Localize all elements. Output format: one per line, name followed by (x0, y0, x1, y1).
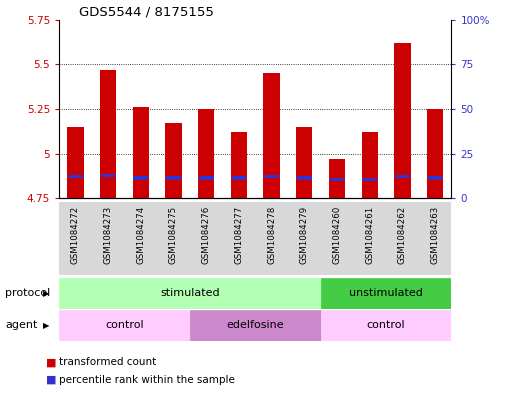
Bar (124, 202, 157, 275)
Text: transformed count: transformed count (59, 357, 156, 367)
Bar (362, 132, 378, 198)
Bar (165, 123, 182, 198)
Bar (100, 70, 116, 198)
Text: protocol: protocol (5, 288, 50, 298)
Bar (59, 202, 92, 275)
Text: unstimulated: unstimulated (349, 288, 423, 298)
Text: GSM1084275: GSM1084275 (169, 206, 178, 264)
Text: ▶: ▶ (43, 321, 49, 330)
Text: control: control (105, 320, 144, 331)
Bar (353, 202, 386, 275)
Bar (264, 174, 279, 178)
Bar (296, 127, 312, 198)
Bar (419, 202, 451, 275)
Bar (157, 202, 190, 275)
Bar (394, 43, 410, 198)
Bar (133, 176, 148, 180)
Bar (362, 178, 377, 181)
Bar (101, 174, 115, 177)
Bar (166, 176, 181, 180)
Bar (59, 310, 190, 341)
Bar (199, 176, 213, 180)
Bar (198, 109, 214, 198)
Bar (297, 176, 311, 180)
Text: GSM1084262: GSM1084262 (398, 206, 407, 264)
Bar (321, 202, 353, 275)
Text: GSM1084274: GSM1084274 (136, 206, 145, 264)
Text: ■: ■ (46, 357, 56, 367)
Text: GSM1084260: GSM1084260 (332, 206, 342, 264)
Bar (330, 178, 344, 181)
Bar (231, 132, 247, 198)
Text: GSM1084276: GSM1084276 (202, 206, 211, 264)
Bar (132, 107, 149, 198)
Text: GSM1084277: GSM1084277 (234, 206, 243, 264)
Text: agent: agent (5, 320, 37, 331)
Bar (395, 174, 410, 178)
Bar (67, 127, 84, 198)
Bar (68, 174, 83, 178)
Text: GSM1084273: GSM1084273 (104, 206, 112, 264)
Text: control: control (367, 320, 405, 331)
Bar (263, 73, 280, 198)
Bar (321, 310, 451, 341)
Text: GSM1084263: GSM1084263 (430, 206, 440, 264)
Text: GSM1084272: GSM1084272 (71, 206, 80, 264)
Bar (190, 202, 223, 275)
Bar (321, 278, 451, 309)
Text: GSM1084278: GSM1084278 (267, 206, 276, 264)
Bar (223, 202, 255, 275)
Bar (59, 278, 321, 309)
Text: ■: ■ (46, 375, 56, 385)
Text: percentile rank within the sample: percentile rank within the sample (59, 375, 235, 385)
Bar (92, 202, 125, 275)
Bar (386, 202, 419, 275)
Text: ▶: ▶ (43, 289, 49, 298)
Bar (231, 176, 246, 180)
Text: GDS5544 / 8175155: GDS5544 / 8175155 (78, 6, 213, 18)
Bar (255, 202, 288, 275)
Bar (428, 176, 442, 180)
Bar (288, 202, 321, 275)
Text: GSM1084279: GSM1084279 (300, 206, 309, 264)
Bar (427, 109, 443, 198)
Bar (190, 310, 321, 341)
Text: GSM1084261: GSM1084261 (365, 206, 374, 264)
Text: edelfosine: edelfosine (226, 320, 284, 331)
Bar (329, 159, 345, 198)
Text: stimulated: stimulated (160, 288, 220, 298)
